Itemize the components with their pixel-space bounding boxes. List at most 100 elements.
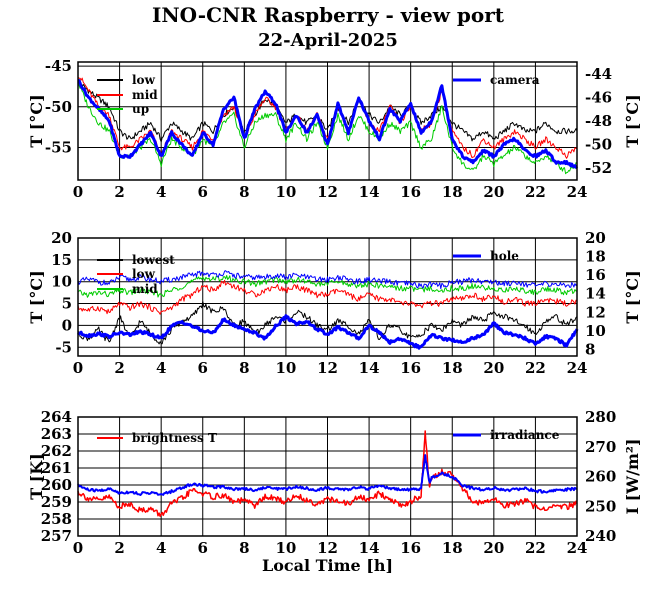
y2-axis-label: I [W/m²] bbox=[623, 439, 642, 515]
plot-frame bbox=[77, 416, 578, 537]
y-tick-label: -45 bbox=[45, 57, 72, 75]
x-tick-label: 14 bbox=[359, 183, 380, 201]
y-tick-label: 10 bbox=[51, 273, 72, 291]
x-tick-label: 6 bbox=[198, 359, 208, 377]
y-tick-label: 257 bbox=[41, 527, 72, 545]
series-line-thin-blue bbox=[77, 270, 578, 290]
y2-tick-label: -50 bbox=[585, 136, 612, 154]
x-tick-label: 22 bbox=[525, 539, 546, 557]
x-tick-label: 16 bbox=[400, 359, 421, 377]
plot-frame bbox=[77, 237, 578, 357]
series-line-hole bbox=[76, 314, 579, 350]
y2-tick-label: -46 bbox=[585, 88, 612, 106]
legend-label: hole bbox=[490, 249, 519, 263]
y-tick-label: 262 bbox=[41, 442, 72, 460]
y-tick-label: 0 bbox=[62, 316, 72, 334]
y2-tick-label: 250 bbox=[585, 497, 616, 515]
x-tick-label: 2 bbox=[114, 183, 124, 201]
y-tick-label: -55 bbox=[45, 138, 72, 156]
y2-axis-label: T [°C] bbox=[623, 270, 642, 323]
y-tick-label: 20 bbox=[51, 229, 72, 247]
x-tick-label: 8 bbox=[239, 359, 249, 377]
y2-tick-label: 10 bbox=[585, 322, 606, 340]
y-tick-label: -5 bbox=[55, 338, 72, 356]
legend-label: mid bbox=[132, 282, 158, 296]
x-tick-label: 24 bbox=[567, 183, 588, 201]
x-tick-label: 24 bbox=[567, 539, 588, 557]
x-tick-label: 20 bbox=[483, 539, 504, 557]
y-axis-label: T [°C] bbox=[27, 270, 46, 323]
legend-label: irradiance bbox=[490, 428, 560, 442]
legend-label: lowest bbox=[132, 253, 175, 267]
x-tick-label: 8 bbox=[239, 183, 249, 201]
legend-label: low bbox=[132, 73, 156, 87]
y2-tick-label: -48 bbox=[585, 112, 612, 130]
x-tick-label: 10 bbox=[275, 359, 296, 377]
x-tick-label: 8 bbox=[239, 539, 249, 557]
y-tick-label: 5 bbox=[62, 295, 72, 313]
series-line-mid bbox=[77, 76, 578, 159]
chart-title: INO-CNR Raspberry - view port bbox=[152, 3, 505, 27]
x-tick-label: 14 bbox=[359, 539, 380, 557]
y-tick-label: 264 bbox=[41, 408, 72, 426]
y-tick-label: 260 bbox=[41, 476, 72, 494]
x-tick-label: 0 bbox=[73, 539, 83, 557]
series-line-low bbox=[77, 279, 578, 315]
x-tick-label: 10 bbox=[275, 539, 296, 557]
y-axis-label: T [K] bbox=[27, 453, 46, 500]
series-line-low bbox=[77, 81, 578, 143]
panel-enclosure-temperature: 0 2 4 6 8 10 12 14 16 18 20 22 2420151050-5201816141… bbox=[27, 229, 642, 377]
x-axis-label: Local Time [h] bbox=[262, 556, 393, 575]
x-tick-label: 20 bbox=[483, 183, 504, 201]
y2-tick-label: -52 bbox=[585, 159, 612, 177]
x-tick-label: 0 bbox=[73, 183, 83, 201]
x-tick-label: 18 bbox=[442, 539, 463, 557]
legend-label: brightness T bbox=[132, 431, 217, 445]
panel-sky-temperature: 0 2 4 6 8 10 12 14 16 18 20 22 24-45-50-55-44-46-48-… bbox=[27, 57, 642, 201]
y2-tick-label: 260 bbox=[585, 468, 616, 486]
y-axis-label: T [°C] bbox=[27, 94, 46, 147]
y2-tick-label: 240 bbox=[585, 527, 616, 545]
legend-label: up bbox=[132, 102, 149, 116]
y2-tick-label: 12 bbox=[585, 303, 606, 321]
y2-tick-label: 14 bbox=[585, 285, 606, 303]
x-tick-label: 2 bbox=[114, 359, 124, 377]
x-tick-label: 12 bbox=[317, 359, 338, 377]
x-tick-label: 12 bbox=[317, 183, 338, 201]
series-line-brightness-T bbox=[77, 430, 578, 518]
y2-tick-label: -44 bbox=[585, 65, 612, 83]
x-tick-label: 24 bbox=[567, 359, 588, 377]
y2-tick-label: 16 bbox=[585, 266, 606, 284]
x-tick-label: 0 bbox=[73, 359, 83, 377]
series-line-mid bbox=[77, 275, 578, 298]
series-line-camera bbox=[77, 79, 579, 170]
y-tick-label: 15 bbox=[51, 251, 72, 269]
x-tick-label: 6 bbox=[198, 539, 208, 557]
y2-tick-label: 270 bbox=[585, 438, 616, 456]
x-tick-label: 14 bbox=[359, 359, 380, 377]
chart-date: 22-April-2025 bbox=[258, 30, 398, 51]
y2-tick-label: 18 bbox=[585, 248, 606, 266]
y2-axis-label: T [°C] bbox=[623, 94, 642, 147]
plot-frame bbox=[77, 61, 578, 181]
series-line-irradiance bbox=[77, 454, 578, 496]
x-tick-label: 16 bbox=[400, 539, 421, 557]
y-tick-label: 259 bbox=[41, 493, 72, 511]
y2-tick-label: 280 bbox=[585, 408, 616, 426]
x-tick-label: 12 bbox=[317, 539, 338, 557]
y2-tick-label: 20 bbox=[585, 229, 606, 247]
x-tick-label: 4 bbox=[156, 539, 166, 557]
series-line-up bbox=[77, 83, 578, 175]
legend-label: mid bbox=[132, 88, 158, 102]
x-tick-label: 18 bbox=[442, 359, 463, 377]
x-tick-label: 4 bbox=[156, 359, 166, 377]
x-tick-label: 4 bbox=[156, 183, 166, 201]
y-tick-label: 261 bbox=[41, 459, 72, 477]
y2-tick-label: 8 bbox=[585, 340, 595, 358]
x-tick-label: 2 bbox=[114, 539, 124, 557]
panel-brightness-irradiance: 0 2 4 6 8 10 12 14 16 18 20 22 242642632622612602592… bbox=[27, 408, 642, 575]
x-tick-label: 6 bbox=[198, 183, 208, 201]
y-tick-label: 258 bbox=[41, 510, 72, 528]
y-tick-label: -50 bbox=[45, 98, 72, 116]
